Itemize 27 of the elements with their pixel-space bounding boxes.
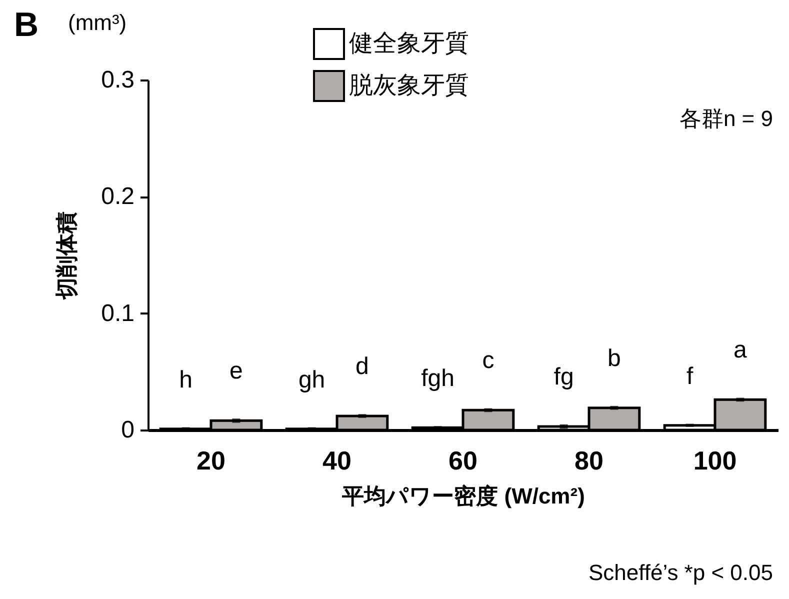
x-tick-label: 100 bbox=[693, 446, 737, 476]
data-label: fg bbox=[554, 363, 574, 390]
data-label: a bbox=[734, 336, 748, 364]
x-axis-title: 平均パワー密度 (W/cm²) bbox=[341, 484, 585, 508]
y-tick-label: 0.3 bbox=[101, 66, 134, 94]
y-tick-label: 0.2 bbox=[101, 183, 134, 210]
data-label: e bbox=[230, 358, 243, 384]
data-label: d bbox=[356, 353, 369, 380]
x-tick-label: 20 bbox=[196, 446, 226, 476]
text: Scheffé’s *p < 0.05 bbox=[588, 560, 773, 586]
text: B bbox=[14, 6, 39, 45]
text: (mm³) bbox=[68, 10, 127, 36]
x-tick-label: 80 bbox=[574, 446, 604, 476]
legend-label: 脱灰象牙質 bbox=[349, 72, 469, 99]
x-tick-label: 40 bbox=[322, 446, 352, 476]
data-label: fgh bbox=[421, 365, 454, 392]
y-tick-label: 0.1 bbox=[101, 300, 134, 327]
data-label: c bbox=[482, 347, 494, 374]
y-axis-title: 切削体積 bbox=[54, 212, 80, 300]
data-label: b bbox=[608, 344, 621, 372]
x-tick-label: 60 bbox=[448, 446, 478, 476]
y-tick-label: 0 bbox=[121, 416, 134, 444]
annotation: 各群n = 9 bbox=[679, 105, 773, 133]
data-label: h bbox=[179, 366, 192, 394]
data-label: gh bbox=[298, 366, 326, 394]
legend-label: 健全象牙質 bbox=[349, 30, 469, 57]
data-label: f bbox=[686, 362, 694, 390]
